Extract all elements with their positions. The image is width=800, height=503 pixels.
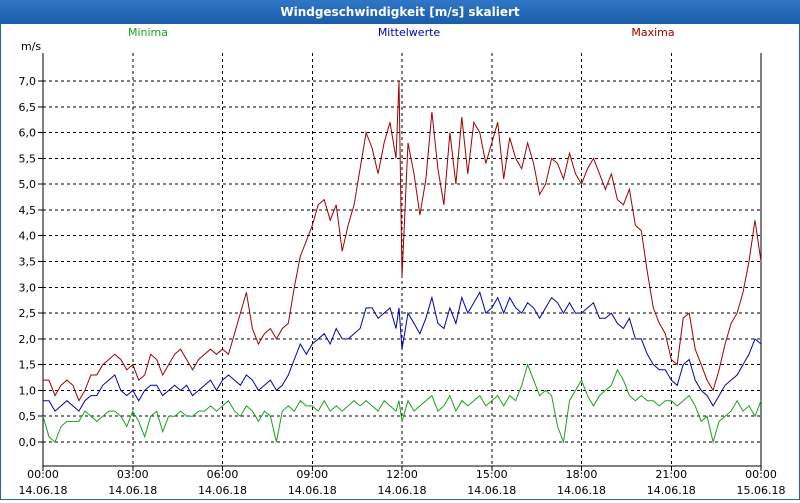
x-tick-date-label: 14.06.18 — [108, 484, 157, 497]
x-tick-time-label: 18:00 — [566, 468, 598, 481]
legend-minima: Minima — [128, 26, 168, 39]
series-line-maxima — [43, 80, 762, 402]
y-tick-label: 7,0 — [19, 75, 37, 88]
wind-speed-chart: 0,0 0,5 1,0 1,5 2,0 2,5 3,0 3,5 4,0 4,5 5,0 5,5 6,0 6… — [19, 26, 786, 497]
y-tick-label: 0,5 — [19, 410, 37, 423]
chart-panel: 0,0 0,5 1,0 1,5 2,0 2,5 3,0 3,5 4,0 4,5 5,0 5,5 6,0 6… — [0, 24, 800, 500]
x-tick-date-label: 14.06.18 — [467, 484, 516, 497]
x-tick-time-label: 15:00 — [476, 468, 508, 481]
y-tick-label: 6,5 — [19, 101, 37, 114]
x-tick-time-label: 03:00 — [117, 468, 149, 481]
y-tick-label: 3,5 — [19, 256, 37, 269]
y-tick-label: 6,0 — [19, 127, 37, 140]
y-tick-label: 1,5 — [19, 359, 37, 372]
x-tick-date-label: 14.06.18 — [288, 484, 337, 497]
series — [42, 80, 762, 444]
y-tick-label: 4,5 — [19, 204, 37, 217]
grid — [43, 53, 761, 466]
y-tick-label: 4,0 — [19, 230, 37, 243]
x-tick-date-label: 14.06.18 — [378, 484, 427, 497]
window-title: Windgeschwindigkeit [m/s] skaliert — [0, 0, 800, 24]
x-tick-date-label: 14.06.18 — [19, 484, 68, 497]
x-tick-date-label: 14.06.18 — [557, 484, 606, 497]
x-tick-date-label: 14.06.18 — [647, 484, 696, 497]
legend-mittelwerte: Mittelwerte — [378, 26, 441, 39]
x-tick-time-label: 21:00 — [655, 468, 687, 481]
x-tick-time-label: 09:00 — [296, 468, 328, 481]
y-axis-unit-label: m/s — [21, 40, 41, 53]
y-tick-label: 5,0 — [19, 178, 37, 191]
x-tick-time-label: 00:00 — [27, 468, 59, 481]
x-tick-time-label: 00:00 — [745, 468, 777, 481]
legend-maxima: Maxima — [631, 26, 674, 39]
x-tick-date-label: 15.06.18 — [737, 484, 786, 497]
y-tick-label: 1,0 — [19, 384, 37, 397]
x-tick-date-label: 14.06.18 — [198, 484, 247, 497]
series-line-mittelwerte — [43, 291, 762, 412]
x-tick-time-label: 06:00 — [207, 468, 239, 481]
y-tick-label: 2,5 — [19, 307, 37, 320]
y-tick-label: 5,5 — [19, 152, 37, 165]
y-tick-label: 2,0 — [19, 333, 37, 346]
y-tick-label: 0,0 — [19, 436, 37, 449]
series-line-minima — [42, 363, 762, 444]
y-tick-label: 3,0 — [19, 281, 37, 294]
x-tick-time-label: 12:00 — [386, 468, 418, 481]
axes: 0,0 0,5 1,0 1,5 2,0 2,5 3,0 3,5 4,0 4,5 5,0 5,5 6,0 6… — [19, 53, 786, 497]
